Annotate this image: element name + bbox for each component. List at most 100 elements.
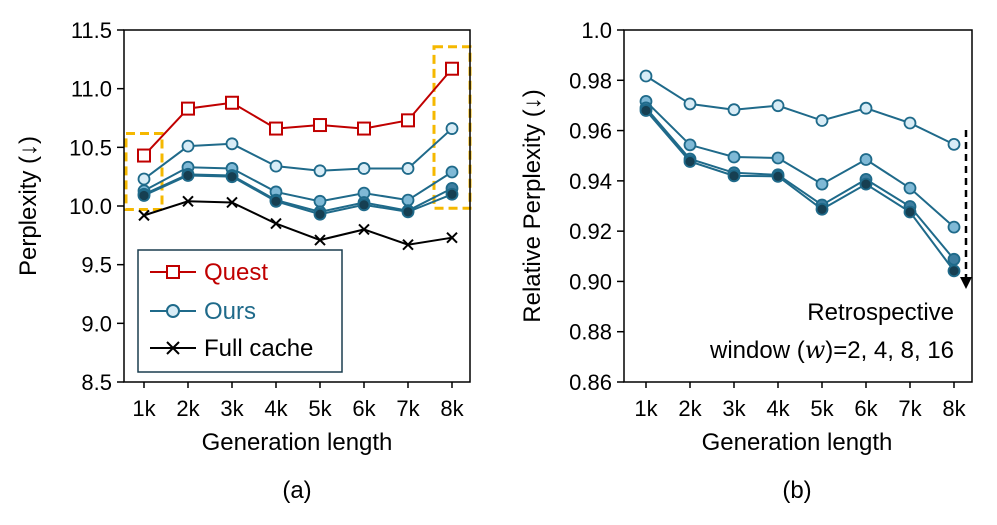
data-point [357,198,371,212]
y-tick-label-b: 0.86 [569,370,612,395]
x-axis-label-b: Generation length [702,429,893,456]
data-point [727,103,741,117]
y-tick-label-b: 0.88 [569,320,612,345]
plot-frame-b [623,29,973,383]
series-b-w-16 [639,104,961,278]
data-point [181,139,195,153]
data-point [138,209,150,222]
legend-item-ours: Ours [150,298,256,325]
data-point [727,150,741,164]
legend-item-quest: Quest [150,259,268,286]
data-point [445,122,459,135]
annotation-window-suffix: )=2, 4, 8, 16 [825,337,954,364]
data-point [313,164,327,178]
series-line [645,107,955,260]
data-point [771,169,785,183]
data-point [771,151,785,165]
data-point [314,234,326,246]
x-tick-label-b: 2k [678,396,702,421]
chart-b: 0.86 0.88 0.90 0.92 0.94 0.96 0.98 1.0 1k 2k 3k 4k 5… [519,18,973,504]
x-tick-label-b: 1k [634,396,658,421]
data-point [639,104,653,117]
legend-a: Quest Ours Full cache [137,249,343,373]
data-point [683,138,697,152]
y-tick-label-a: 9.0 [81,311,112,336]
series-line [143,127,453,180]
series-a-full-cache [138,195,458,251]
legend-ours-marker [166,304,180,318]
x-tick-label-a: 1k [132,396,156,421]
y-tick-label-a: 9.5 [81,253,112,278]
data-point [446,231,458,244]
annotation-line2: window (w)=2, 4, 8, 16 [709,336,954,364]
data-point [313,194,327,208]
data-point [903,205,917,219]
legend-item-full-cache: Full cache [150,335,313,362]
data-point [727,169,741,183]
data-point [815,114,829,127]
series-line [645,100,955,228]
x-tick-label-b: 7k [898,396,922,421]
y-tick-label-b: 0.92 [569,219,612,244]
legend-full-marker [166,341,180,355]
y-tick-label-b: 0.90 [569,269,612,294]
x-tick-label-a: 6k [352,396,376,421]
data-point [815,202,829,216]
data-point [903,181,917,195]
x-tick-label-a: 7k [396,396,420,421]
data-point [815,177,829,191]
highlight-box-1k [124,132,164,211]
data-point [401,205,415,219]
data-point [269,121,283,136]
data-point [137,172,151,186]
data-point [903,116,917,130]
x-axis-label-a: Generation length [202,429,393,456]
data-point [226,196,238,209]
y-tick-label-b: 0.94 [569,169,612,194]
data-point [445,165,459,179]
data-point [947,220,961,234]
data-point [137,189,151,202]
data-point [269,159,283,173]
legend-quest-label: Quest [204,259,268,286]
series-line [143,174,453,216]
data-point [859,153,873,166]
x-tick-label-a: 5k [308,396,332,421]
data-point [270,217,282,230]
y-tick-label-b: 0.96 [569,119,612,144]
y-tick-label-b: 1.0 [581,18,612,43]
y-axis-label-b: Relative Perplexity (↓) [519,89,546,322]
annotation-w: w [805,336,826,364]
data-point [225,170,239,184]
y-tick-label-a: 10.5 [69,135,112,160]
series-line [143,200,453,246]
x-tick-label-b: 8k [942,396,966,421]
series-a-ours-w-16- [137,169,459,221]
annotation-window-prefix: window ( [709,337,805,364]
data-point [181,101,195,116]
series-line [645,109,955,272]
y-tick-label-b: 0.98 [569,68,612,93]
data-point [269,194,283,208]
data-point [947,252,961,266]
legend-full-label: Full cache [204,335,313,362]
data-point [313,118,327,133]
data-point [357,121,371,136]
caption-b: (b) [782,477,811,504]
chart-a: 8.5 9.0 9.5 10.0 10.5 11.0 11.5 1k 2k 3k 4k 5k 6k 7k 8… [15,18,472,504]
data-point [947,264,961,278]
series-line [143,173,453,213]
data-point [947,137,961,151]
x-tick-label-b: 3k [722,396,746,421]
data-point [859,177,873,191]
data-point [313,207,327,221]
data-point [182,195,194,208]
x-tick-label-a: 8k [440,396,464,421]
data-point [401,193,415,207]
data-point [445,187,459,201]
data-point [401,162,415,175]
data-point [181,169,195,182]
series-a-quest [137,61,459,163]
plot-frame-a [123,29,471,383]
